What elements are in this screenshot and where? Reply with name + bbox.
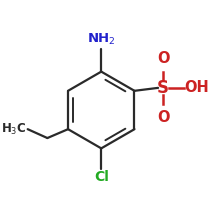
Text: H$_3$C: H$_3$C (1, 122, 26, 137)
Text: O: O (157, 110, 169, 125)
Text: Cl: Cl (94, 170, 109, 184)
Text: S: S (157, 79, 169, 97)
Text: O: O (157, 51, 169, 66)
Text: OH: OH (185, 80, 209, 95)
Text: NH$_2$: NH$_2$ (87, 32, 116, 48)
